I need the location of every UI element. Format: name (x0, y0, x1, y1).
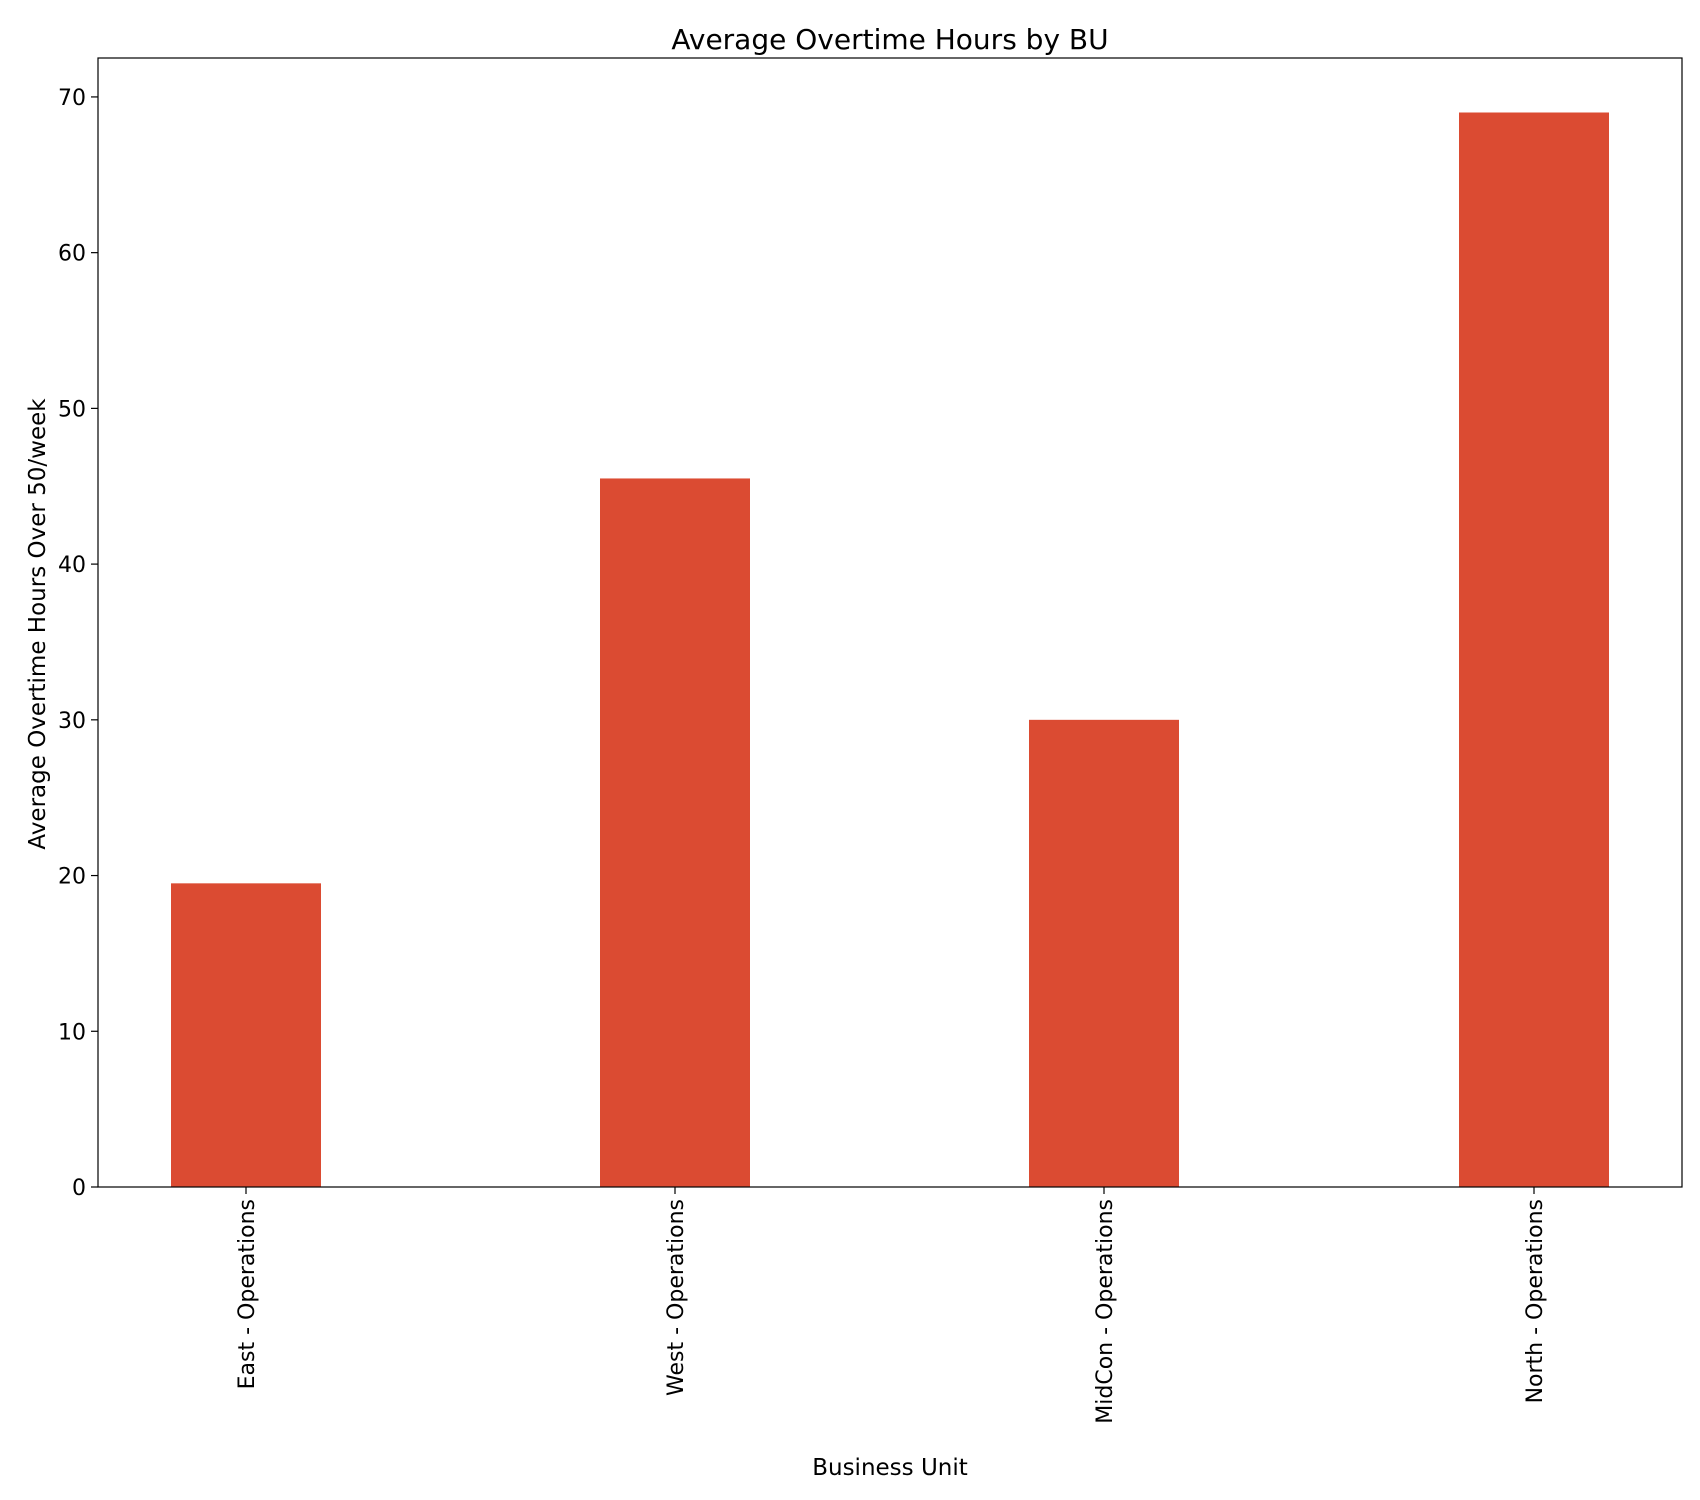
x-tick-label: MidCon - Operations (1093, 1199, 1118, 1424)
x-axis-label: Business Unit (812, 1455, 968, 1481)
bar-east-operations (171, 883, 321, 1187)
y-tick-label: 20 (58, 865, 86, 890)
x-tick-label: West - Operations (664, 1199, 689, 1396)
bar-north-operations (1459, 112, 1609, 1188)
x-tick-label: East - Operations (235, 1199, 260, 1389)
y-tick-label: 70 (58, 86, 86, 111)
bar-west-operations (600, 478, 750, 1187)
x-axis-ticks: East - Operations West - Operations MidCon… (235, 1187, 1548, 1424)
chart-title: Average Overtime Hours by BU (671, 23, 1108, 56)
y-axis-ticks: 0 10 20 30 40 50 60 70 (58, 86, 98, 1201)
y-tick-label: 60 (58, 242, 86, 267)
plot-frame (97, 57, 1683, 1188)
bar-midcon-operations (1029, 719, 1179, 1187)
y-tick-label: 50 (58, 397, 86, 422)
bars-group (171, 112, 1609, 1188)
x-tick-label: North - Operations (1523, 1199, 1548, 1403)
y-tick-label: 40 (58, 553, 86, 578)
y-tick-label: 0 (72, 1176, 86, 1201)
y-axis-label: Average Overtime Hours Over 50/week (25, 398, 51, 850)
y-tick-label: 10 (58, 1020, 86, 1045)
y-tick-label: 30 (58, 709, 86, 734)
